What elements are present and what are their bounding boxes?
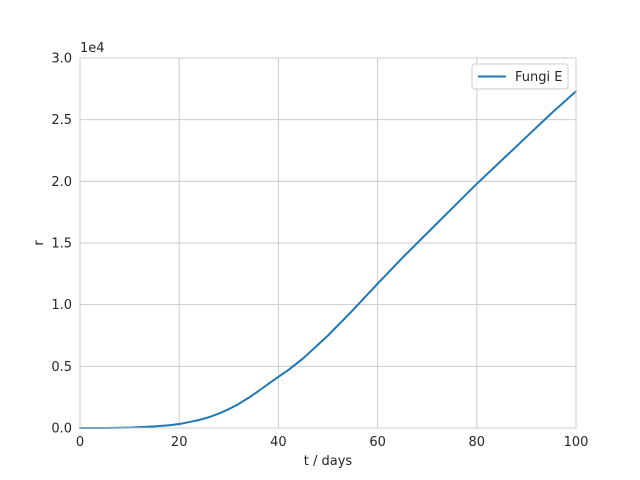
x-tick-label: 60 [369, 435, 386, 450]
x-tick-label: 100 [564, 435, 589, 450]
plot-frame [79, 57, 577, 429]
x-tick-label: 40 [270, 435, 287, 450]
series-layer [79, 90, 577, 429]
x-tick-label: 20 [171, 435, 188, 450]
grid [79, 57, 577, 429]
legend-box [471, 63, 569, 90]
x-axis-label: t / days [304, 454, 353, 469]
series-line-fungi-e [79, 90, 577, 429]
legend-label-fungi-e: Fungi E [515, 70, 562, 85]
x-tick-label: 0 [76, 435, 84, 450]
x-tick-label: 80 [469, 435, 486, 450]
y-tick-label: 0.0 [51, 422, 72, 437]
x-tick-labels: 0 20 40 60 80 100 [76, 435, 589, 450]
y-offset-label: 1e4 [80, 41, 105, 56]
y-tick-label: 3.0 [51, 52, 72, 67]
y-tick-label: 2.0 [51, 175, 72, 190]
y-tick-labels: 0.0 0.5 1.0 1.5 2.0 2.5 3.0 [51, 52, 72, 437]
y-tick-label: 0.5 [51, 360, 72, 375]
y-tick-label: 2.5 [51, 113, 72, 128]
y-tick-label: 1.0 [51, 298, 72, 313]
legend: Fungi E [471, 63, 569, 90]
y-tick-label: 1.5 [51, 237, 72, 252]
y-axis-label: r [32, 240, 47, 246]
